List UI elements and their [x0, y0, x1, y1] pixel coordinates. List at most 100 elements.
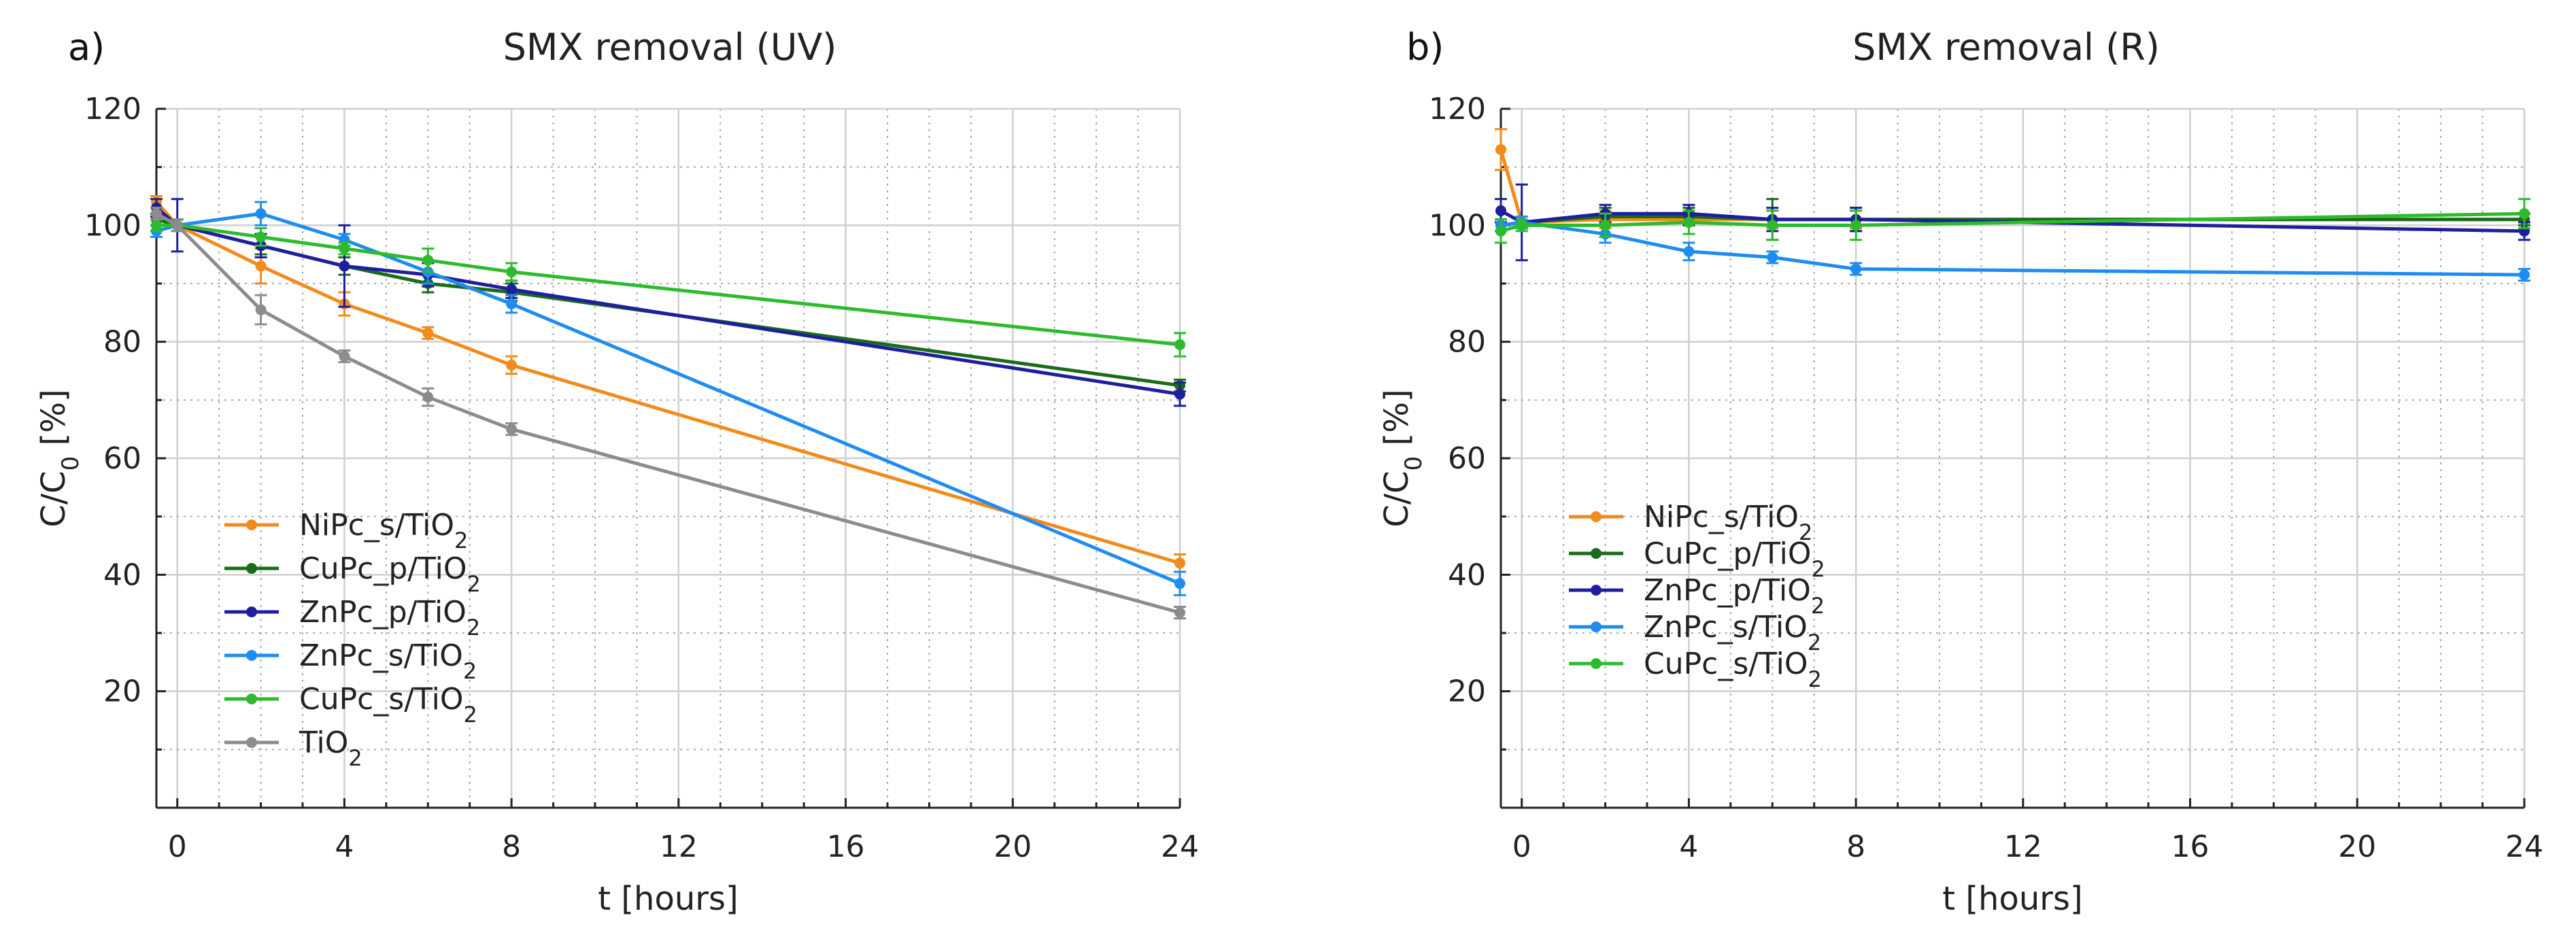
x-tick-label: 16 [2171, 829, 2209, 864]
legend-marker [246, 650, 257, 661]
y-tick-label: 120 [1429, 92, 1486, 126]
legend-label: ZnPc_p/TiO2 [299, 595, 480, 640]
data-point [1174, 578, 1185, 589]
x-tick-label: 20 [2338, 829, 2376, 864]
legend-label: CuPc_s/TiO2 [299, 682, 477, 728]
data-point [255, 304, 267, 315]
legend-marker [1591, 658, 1601, 669]
data-point [1174, 339, 1185, 350]
data-point [506, 284, 518, 295]
x-tick-label: 4 [1679, 829, 1698, 864]
x-tick-label: 0 [1512, 829, 1531, 864]
y-axis-label: C/C0 [%] [1378, 389, 1427, 527]
data-point [506, 298, 518, 309]
legend-label: CuPc_p/TiO2 [299, 551, 481, 597]
data-point [1683, 245, 1695, 257]
legend-label: NiPc_s/TiO2 [1644, 500, 1812, 545]
data-point [1174, 558, 1185, 569]
legend-marker [1591, 548, 1601, 559]
data-point [1767, 220, 1778, 231]
data-point [171, 220, 183, 231]
y-tick-label: 20 [103, 674, 141, 709]
legend-marker [246, 606, 257, 617]
legend-marker [246, 694, 257, 704]
series-line [1499, 149, 2524, 224]
series-line [1500, 220, 2525, 277]
data-point [1495, 205, 1506, 216]
y-tick-label: 80 [103, 325, 141, 360]
grid [156, 107, 1181, 808]
panel-a: 0 4 8 12 16 20 24 20 40 60 80 100 120 SMX removal (UV… [35, 26, 1199, 918]
series-CuPc_s/TiO2 [1495, 198, 2530, 244]
x-tick-label: 24 [2505, 829, 2543, 864]
legend-label: CuPc_p/TiO2 [1644, 536, 1825, 582]
x-tick-label: 24 [1161, 829, 1199, 864]
series-CuPc_p/TiO2 [150, 212, 1186, 392]
data-point [1495, 225, 1506, 237]
y-tick-label: 60 [1448, 441, 1486, 476]
data-point [1767, 252, 1778, 263]
x-tick-label: 12 [660, 829, 698, 864]
legend-marker [1591, 621, 1601, 632]
data-point [1495, 143, 1506, 155]
series-ZnPc_p/TiO2 [150, 198, 1186, 407]
data-point [422, 327, 434, 339]
y-tick-label: 40 [103, 558, 141, 592]
x-tick-label: 20 [994, 829, 1032, 864]
data-point [151, 220, 162, 231]
legend-marker [246, 563, 257, 574]
data-point [1599, 220, 1611, 231]
series-line [155, 206, 1181, 396]
data-point [1174, 607, 1185, 619]
x-axis-label: t [hours] [598, 880, 738, 918]
x-tick-label: 16 [827, 829, 865, 864]
y-tick-label: 100 [1429, 208, 1486, 243]
x-tick-label: 8 [1846, 829, 1865, 864]
data-point [1850, 220, 1862, 231]
legend-marker [246, 519, 257, 530]
data-point [422, 392, 434, 403]
data-point [1516, 220, 1527, 231]
data-point [2519, 208, 2530, 220]
x-tick-label: 0 [168, 829, 187, 864]
data-point [255, 260, 267, 272]
data-point [1683, 217, 1695, 228]
chart-title: SMX removal (R) [1852, 26, 2160, 69]
panel-b: 0 4 8 12 16 20 24 20 40 60 80 100 120 SMX removal (R)… [1378, 26, 2543, 918]
x-axis-label: t [hours] [1942, 880, 2082, 918]
legend-label: ZnPc_s/TiO2 [299, 638, 477, 684]
data-point [255, 231, 267, 243]
x-tick-label: 8 [502, 829, 521, 864]
legend-marker [1591, 585, 1601, 596]
data-point [2519, 269, 2530, 281]
legend-marker [1591, 511, 1601, 522]
legend-marker [246, 737, 257, 748]
y-tick-label: 40 [1448, 558, 1486, 592]
x-tick-label: 4 [335, 829, 354, 864]
data-point [506, 424, 518, 435]
series-line [156, 223, 1181, 347]
y-tick-label: 60 [103, 441, 141, 476]
data-point [422, 254, 434, 266]
data-point [506, 266, 518, 277]
data-point [1174, 388, 1185, 400]
y-tick-label: 80 [1448, 325, 1486, 360]
legend-label: TiO2 [299, 725, 362, 771]
y-tick-label: 120 [84, 92, 141, 126]
series-TiO2 [150, 207, 1186, 620]
data-point [339, 243, 350, 254]
y-tick-label: 100 [84, 208, 141, 243]
legend-label: NiPc_s/TiO2 [299, 508, 468, 553]
data-point [1850, 263, 1862, 275]
data-point [339, 351, 350, 362]
y-tick-label: 20 [1448, 674, 1486, 709]
legend-label: ZnPc_s/TiO2 [1644, 610, 1821, 655]
y-axis-label: C/C0 [%] [35, 389, 84, 527]
chart-title: SMX removal (UV) [503, 26, 837, 69]
legend-label: ZnPc_p/TiO2 [1644, 573, 1825, 619]
series-ZnPc_s/TiO2 [1495, 215, 2530, 282]
panel-label: b) [1406, 26, 1444, 69]
data-point [506, 359, 518, 371]
data-point [255, 208, 267, 220]
